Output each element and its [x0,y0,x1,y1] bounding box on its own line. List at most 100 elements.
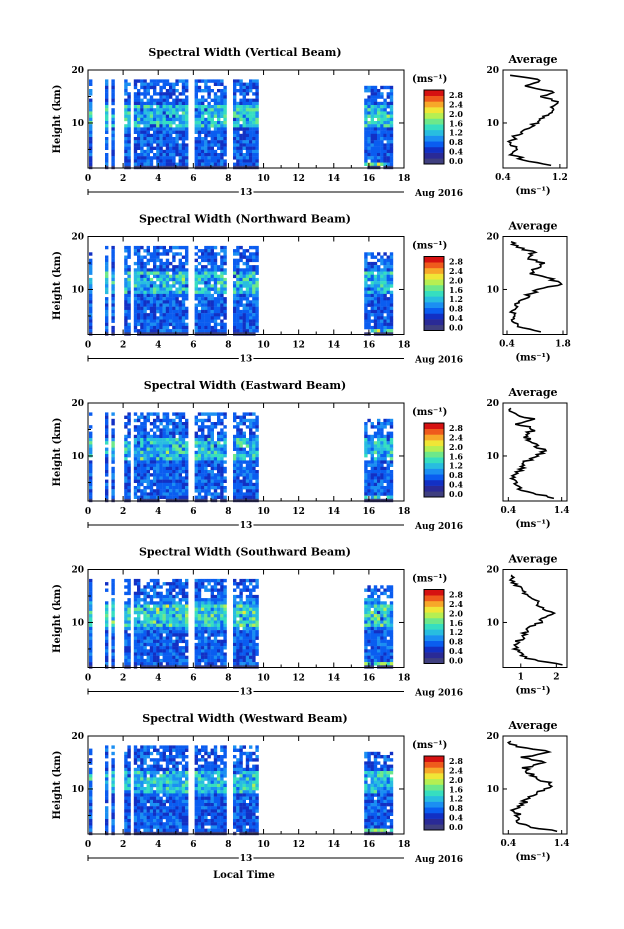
heatmap-cell [140,245,144,250]
heatmap-cell [127,82,131,86]
heatmap-cell [249,594,253,599]
heatmap-cell [137,293,141,298]
heatmap-cell [185,617,189,621]
heatmap-cell [153,146,157,150]
heatmap-cell [223,306,227,311]
heatmap-cell [146,434,150,439]
heatmap-cell [242,623,246,628]
heatmap-cell [364,422,368,426]
heatmap-cell [124,441,128,445]
heatmap-cell [204,626,208,631]
heatmap-cell [373,111,378,115]
heatmap-cell [233,441,237,445]
heatmap-cell [194,585,198,589]
heatmap-cell [143,607,147,612]
heatmap-cell [380,127,384,131]
heatmap-cell [204,466,208,471]
heatmap-cell [383,274,387,279]
heatmap-cell [220,281,224,285]
heatmap-cell [111,303,115,307]
panel-title: Spectral Width (Eastward Beam) [144,379,346,392]
heatmap-cell [172,297,176,301]
heatmap-cell [178,252,182,256]
heatmap-cell [207,463,211,467]
heatmap-cell [364,652,368,656]
heatmap-cell [380,149,384,154]
heatmap-cell [162,149,166,154]
heatmap-cell [185,463,189,467]
heatmap-cell [220,258,224,263]
heatmap-cell [127,463,131,467]
heatmap-cell [169,610,173,615]
heatmap-cell [143,639,147,644]
heatmap-cell [217,293,221,298]
date-label: Aug 2016 [414,356,463,366]
heatmap-cell [127,124,131,128]
heatmap-cell [111,636,115,640]
heatmap-cell [207,95,211,99]
heatmap-cell [149,649,154,653]
heatmap-cell [159,450,163,455]
heatmap-cell [239,594,243,599]
heatmap-cell [146,479,150,483]
heatmap-cell [175,450,179,455]
x-tick-label: 18 [398,507,411,517]
heatmap-cell [220,98,224,102]
heatmap-cell [194,457,198,461]
heatmap-cell [89,300,93,304]
heatmap-cell [364,281,368,285]
heatmap-cell [175,111,179,115]
heatmap-cell [143,117,147,122]
heatmap-cell [236,633,240,637]
heatmap-cell [156,412,160,416]
heatmap-cell [181,639,186,644]
heatmap-cell [373,322,378,327]
heatmap-cell [245,137,250,141]
heatmap-cell [380,428,384,432]
heatmap-cell [105,121,109,125]
heatmap-cell [220,303,224,307]
heatmap-cell [245,476,250,480]
heatmap-cell [185,447,189,451]
heatmap-cell [255,133,259,138]
heatmap-cell [159,79,163,83]
heatmap-cell [213,588,218,592]
heatmap-cell [249,89,253,93]
heatmap-cell [153,306,157,311]
heatmap-cell [255,457,259,461]
heatmap-cell [201,617,205,621]
heatmap-cell [255,495,259,499]
heatmap-cell [181,626,186,631]
colorbar-swatch [424,256,444,263]
heatmap-cell [105,652,109,656]
heatmap-cell [127,652,131,656]
heatmap-cell [165,249,170,253]
heatmap-cell [201,486,205,490]
heatmap-cell [210,578,214,583]
heatmap-cell [156,434,160,439]
heatmap-cell [204,620,208,624]
heatmap-cell [210,297,214,301]
heatmap-cell [89,281,93,285]
heatmap-cell [140,466,144,471]
heatmap-cell [153,108,157,112]
heatmap-cell [156,591,160,596]
heatmap-cell [213,281,218,285]
heatmap-cell [213,101,218,106]
colorbar-swatch [424,95,444,102]
heatmap-cell [367,146,371,150]
heatmap-cell [153,594,157,599]
heatmap-cell [146,277,150,282]
heatmap-cell [124,287,128,291]
heatmap-cell [172,489,176,493]
heatmap-cell [204,85,208,90]
heatmap-cell [124,623,128,628]
heatmap-cell [149,271,154,275]
heatmap-cell [255,92,259,96]
heatmap-cell [383,117,387,122]
heatmap-cell [178,143,182,147]
heatmap-cell [367,642,371,647]
heatmap-cell [197,130,202,134]
heatmap-cell [169,108,173,112]
heatmap-cell [255,79,259,83]
